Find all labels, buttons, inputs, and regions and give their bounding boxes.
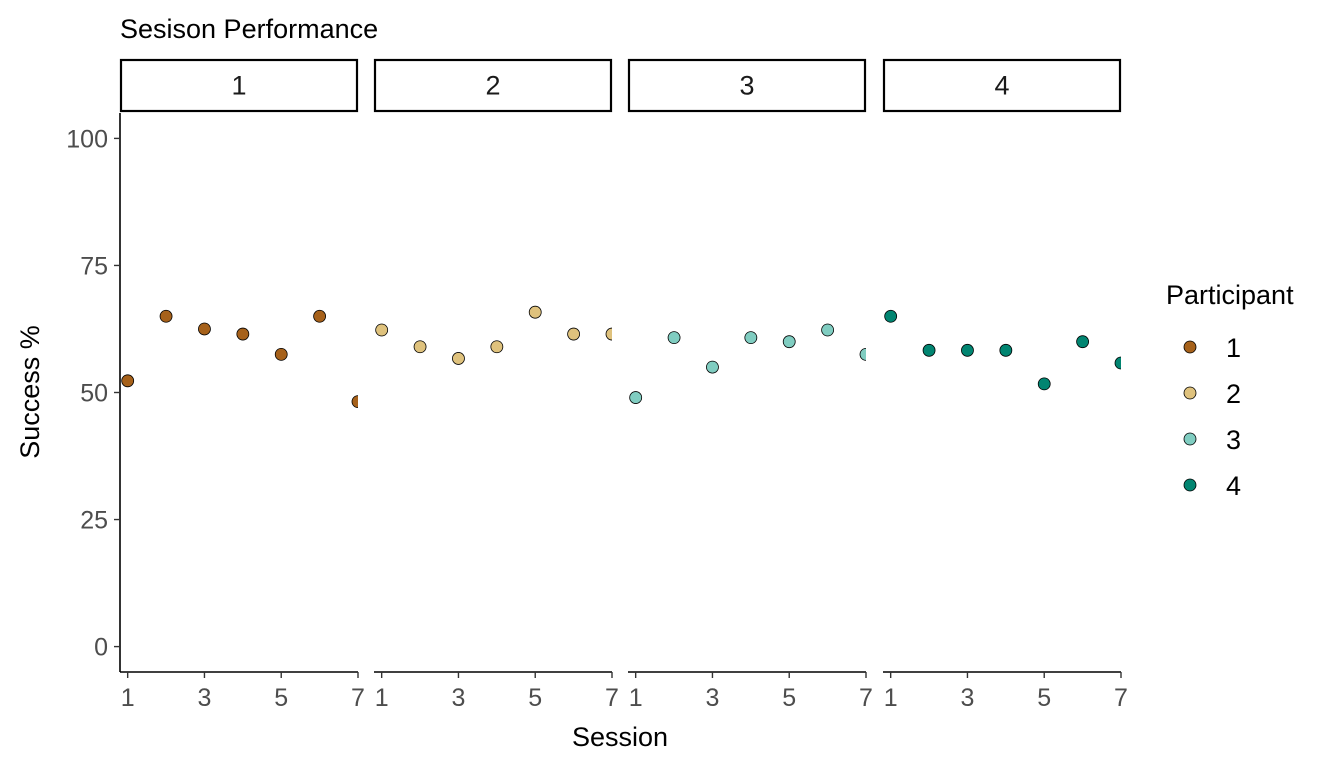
facet-panel-2: 2 1 3 5 7 [373,58,619,712]
x-tick-label: 3 [960,684,974,712]
points-group [629,323,866,404]
data-point [528,305,542,319]
data-point [706,360,719,374]
facet-strip-label: 2 [485,71,500,101]
data-point [1076,335,1090,349]
data-point [744,331,758,345]
data-point [629,391,643,404]
points-group [375,305,612,365]
data-point [1114,356,1121,370]
x-tick-label: 7 [351,684,365,712]
data-point [999,343,1013,357]
legend-title: Participant [1166,280,1294,310]
data-point [884,309,898,323]
x-tick-label: 1 [629,684,643,712]
data-point [567,327,581,341]
x-tick-label: 1 [121,684,135,712]
x-tick-label: 5 [1037,684,1051,712]
data-point [236,327,250,341]
facet-strip-label: 4 [994,71,1009,101]
x-tick-label: 5 [274,684,288,712]
x-axis-title: Session [572,722,668,752]
facet-panel-1: 1 1 3 5 7 [119,58,365,712]
y-axis: 0 25 50 75 100 [66,113,121,672]
data-point [198,322,211,336]
x-tick-label: 3 [705,684,719,712]
legend-key [1183,386,1197,400]
data-point [961,343,974,357]
y-tick-label: 25 [80,507,108,535]
facet-strip [627,58,867,113]
data-point [159,309,173,323]
facet-strip [882,58,1122,113]
data-point [782,335,796,349]
data-point [859,347,866,361]
facet-strip [119,58,359,113]
legend-key [1183,340,1197,354]
facet-strip [373,58,613,113]
legend-label: 2 [1226,379,1241,409]
facet-panel-4: 4 1 3 5 7 [882,58,1128,712]
chart-title: Sesison Performance [120,14,378,44]
x-tick-label: 1 [884,684,898,712]
data-point [351,395,358,409]
x-tick-label: 7 [1114,684,1128,712]
data-point [605,327,612,341]
y-tick-label: 100 [66,125,108,153]
data-point [490,340,504,354]
data-point [1037,377,1051,391]
x-tick-label: 5 [528,684,542,712]
legend-key [1183,432,1197,446]
points-group [121,309,358,409]
legend-label: 1 [1226,333,1241,363]
data-point [274,347,288,361]
data-point [313,309,327,323]
data-point [667,331,681,345]
data-point [121,374,135,388]
x-tick-label: 5 [782,684,796,712]
data-point [375,323,389,337]
y-tick-label: 50 [80,380,108,408]
data-point [413,340,427,354]
legend-key [1183,478,1197,492]
points-group [884,309,1121,391]
x-tick-label: 3 [451,684,465,712]
legend-label: 4 [1226,471,1241,501]
x-tick-label: 7 [605,684,619,712]
y-tick-label: 0 [94,634,108,662]
x-tick-label: 7 [859,684,873,712]
x-tick-label: 3 [197,684,211,712]
data-point [922,343,936,357]
data-point [821,323,835,337]
data-point [452,352,465,365]
x-tick-label: 1 [375,684,389,712]
facet-strip-label: 1 [231,71,246,101]
legend-label: 3 [1226,425,1241,455]
y-axis-title: Success % [15,325,45,459]
legend: Participant 1 2 3 4 [1166,280,1294,501]
facet-panels: 0 25 50 75 100 1 1 3 5 7 2 1 3 5 7 3 1 3 5 7 4 1 3 5 7 [66,58,1128,712]
facet-panel-3: 3 1 3 5 7 [627,58,873,712]
facet-strip-label: 3 [739,71,754,101]
y-tick-label: 75 [80,252,108,280]
